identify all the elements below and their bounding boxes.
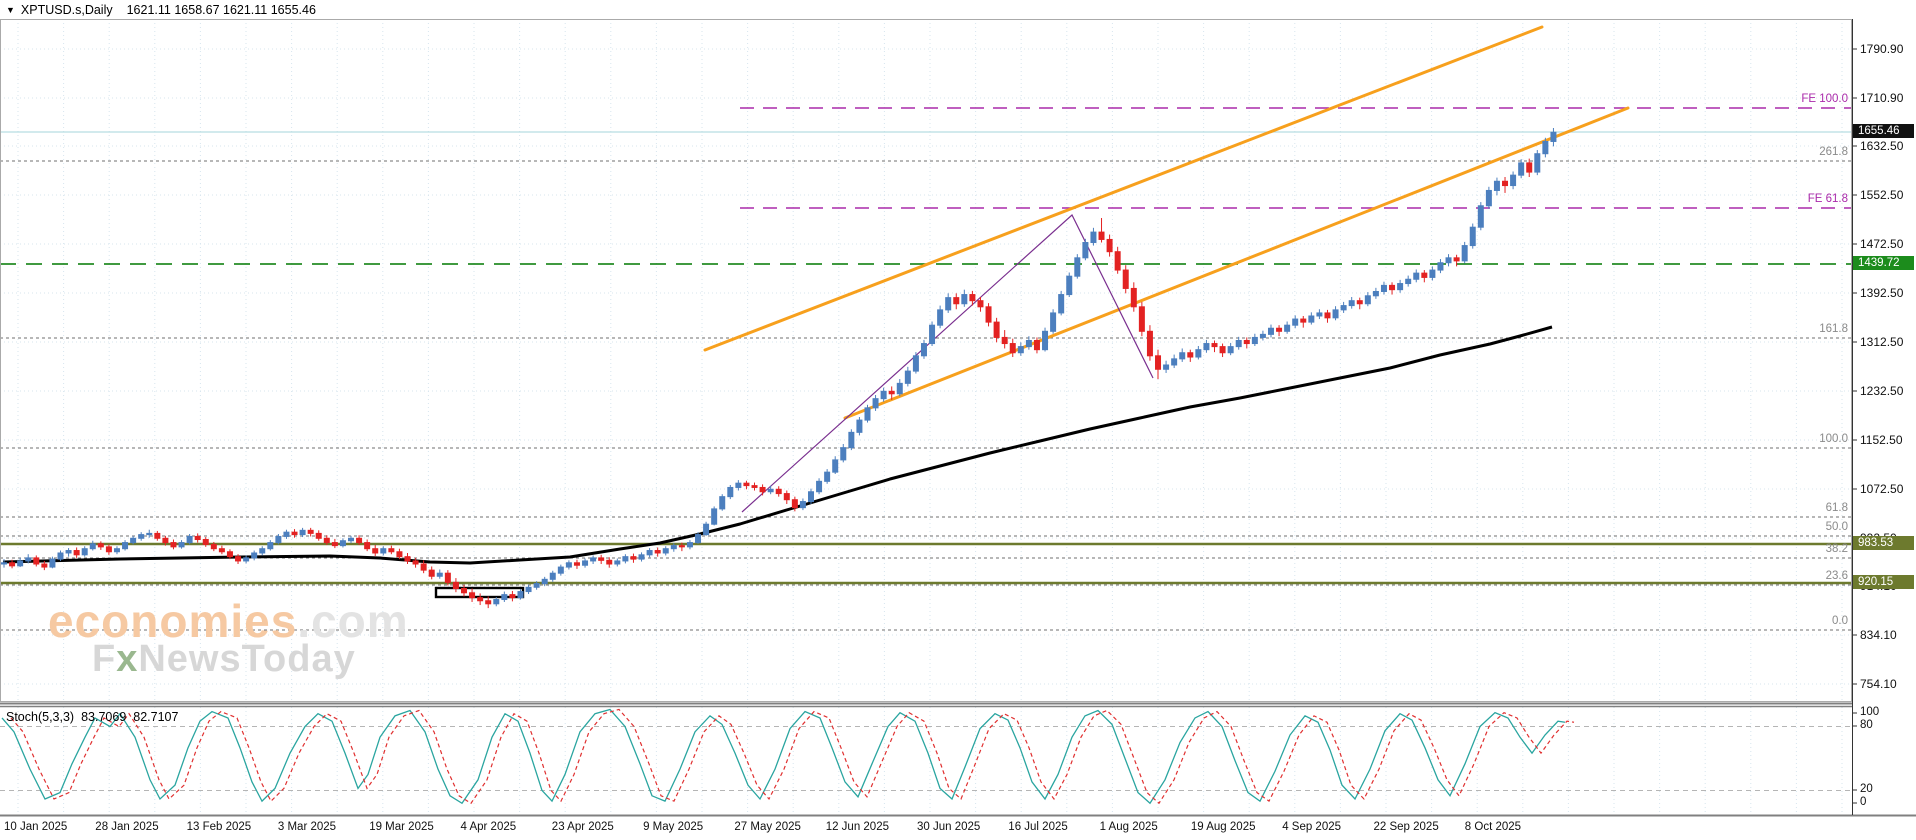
panel-borders xyxy=(0,19,1916,817)
main-plot xyxy=(0,25,1852,631)
candles xyxy=(1,127,1557,609)
orange-trendline[interactable] xyxy=(703,25,1544,352)
stoch-plot xyxy=(0,708,1852,805)
zigzag-wave-line[interactable] xyxy=(741,214,1154,513)
stoch-k-line xyxy=(1,708,1566,805)
moving-average-line[interactable] xyxy=(2,325,1553,565)
stoch-d-line xyxy=(10,708,1575,805)
orange-trendline[interactable] xyxy=(843,106,1630,420)
grid xyxy=(0,19,1852,815)
